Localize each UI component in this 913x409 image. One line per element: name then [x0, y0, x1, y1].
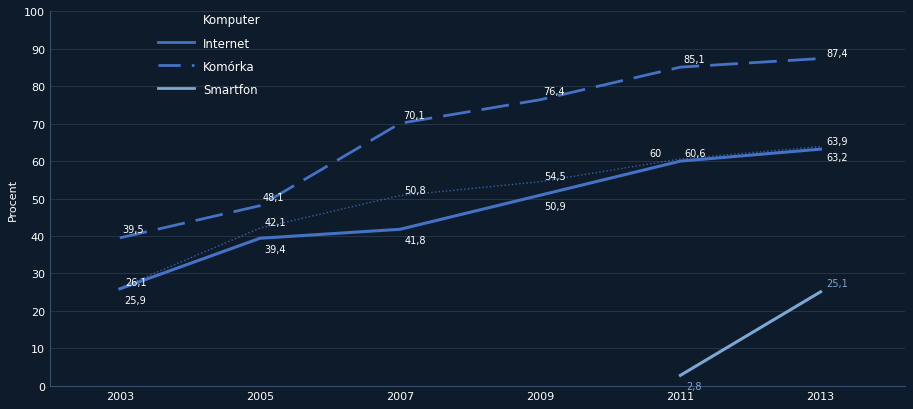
Text: 50,8: 50,8: [404, 185, 426, 196]
Text: 42,1: 42,1: [264, 218, 286, 228]
Text: 2,8: 2,8: [686, 381, 701, 391]
Text: 39,5: 39,5: [122, 225, 144, 235]
Text: 60,6: 60,6: [685, 149, 706, 159]
Text: 63,9: 63,9: [826, 137, 847, 146]
Text: 41,8: 41,8: [404, 236, 425, 245]
Text: 48,1: 48,1: [263, 193, 284, 202]
Text: 70,1: 70,1: [403, 110, 425, 120]
Text: 76,4: 76,4: [543, 87, 564, 97]
Text: 39,4: 39,4: [264, 245, 286, 254]
Text: 25,9: 25,9: [124, 295, 146, 305]
Text: 85,1: 85,1: [683, 54, 705, 64]
Text: 54,5: 54,5: [544, 171, 566, 182]
Text: 26,1: 26,1: [125, 278, 147, 288]
Text: 50,9: 50,9: [544, 202, 566, 211]
Text: 87,4: 87,4: [826, 49, 848, 58]
Text: 63,2: 63,2: [826, 153, 848, 163]
Text: 25,1: 25,1: [826, 279, 848, 289]
Legend: Komputer, Internet, Komórka, Smartfon: Komputer, Internet, Komórka, Smartfon: [158, 14, 261, 97]
Y-axis label: Procent: Procent: [8, 178, 18, 220]
Text: 60: 60: [650, 148, 662, 158]
